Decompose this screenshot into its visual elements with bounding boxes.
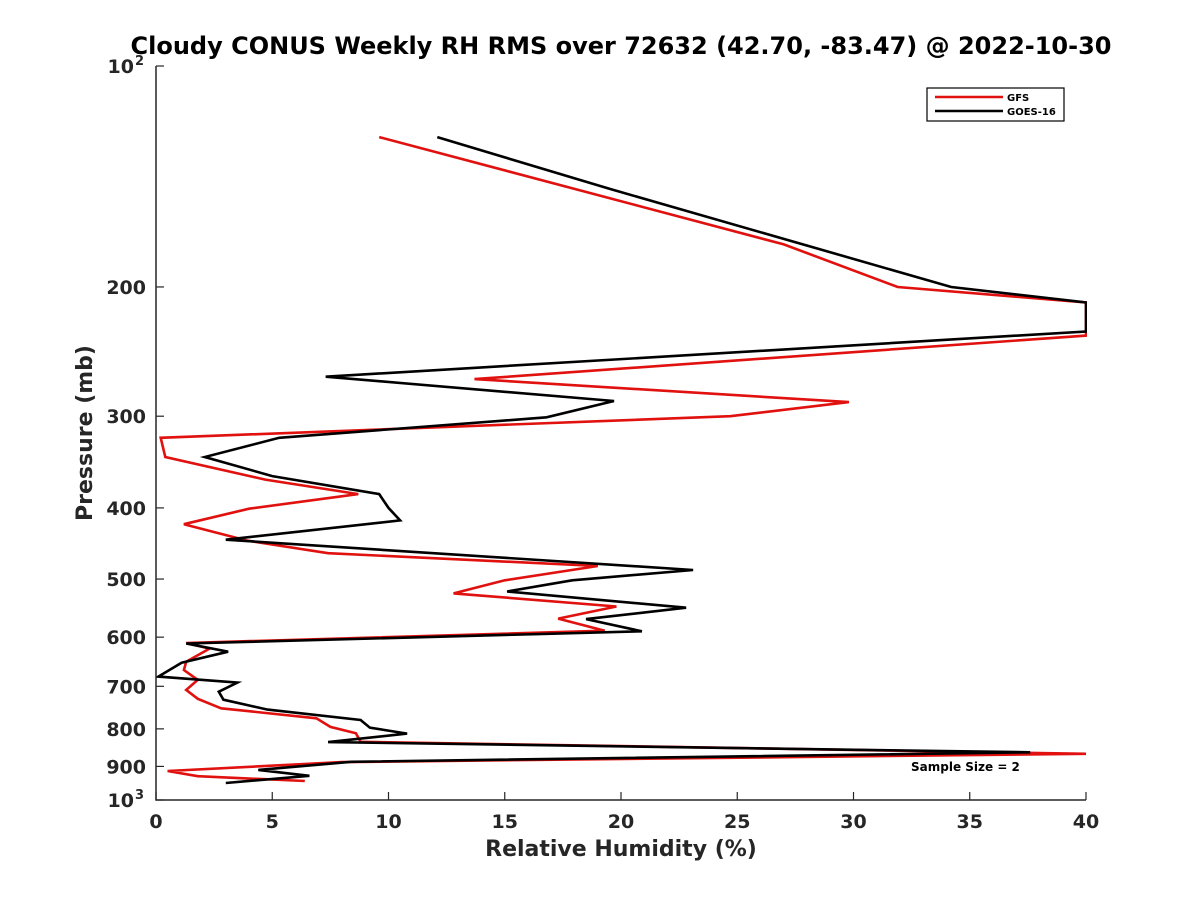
x-tick-label: 15 xyxy=(492,811,518,833)
y-tick-label: 10 xyxy=(108,56,134,78)
legend-label-goes16: GOES-16 xyxy=(1007,107,1056,118)
x-tick-label: 20 xyxy=(608,811,634,833)
sample-size-annotation: Sample Size = 2 xyxy=(911,760,1020,774)
y-tick-label: 700 xyxy=(106,676,146,698)
x-tick-label: 5 xyxy=(266,811,279,833)
y-tick-label: 900 xyxy=(106,756,146,778)
y-tick-label: 10 xyxy=(108,790,134,812)
y-tick-exponent: 3 xyxy=(135,788,144,803)
x-tick-label: 30 xyxy=(840,811,866,833)
x-tick-label: 40 xyxy=(1073,811,1099,833)
legend-box xyxy=(926,87,1065,122)
y-tick-label: 400 xyxy=(106,498,146,520)
y-tick-label: 800 xyxy=(106,719,146,741)
series-layer xyxy=(156,135,1087,785)
x-tick-label: 0 xyxy=(149,811,162,833)
y-tick-exponent: 2 xyxy=(135,54,144,69)
legend-label-gfs: GFS xyxy=(1007,93,1029,104)
series-line-goes16 xyxy=(156,135,1087,785)
x-axis: 0 5 10 15 20 25 30 35 40 xyxy=(149,792,1099,833)
legend: GFS GOES-16 xyxy=(926,87,1065,122)
y-tick-label: 200 xyxy=(106,277,146,299)
x-tick-label: 35 xyxy=(957,811,983,833)
y-tick-label: 500 xyxy=(106,569,146,591)
y-tick-label: 600 xyxy=(106,627,146,649)
chart-title: Cloudy CONUS Weekly RH RMS over 72632 (4… xyxy=(131,32,1112,60)
x-axis-label: Relative Humidity (%) xyxy=(485,837,757,862)
x-tick-label: 25 xyxy=(724,811,750,833)
series-line-gfs xyxy=(159,135,1087,783)
y-tick-label: 300 xyxy=(106,406,146,428)
y-axis-label: Pressure (mb) xyxy=(73,345,98,521)
x-tick-label: 10 xyxy=(375,811,401,833)
